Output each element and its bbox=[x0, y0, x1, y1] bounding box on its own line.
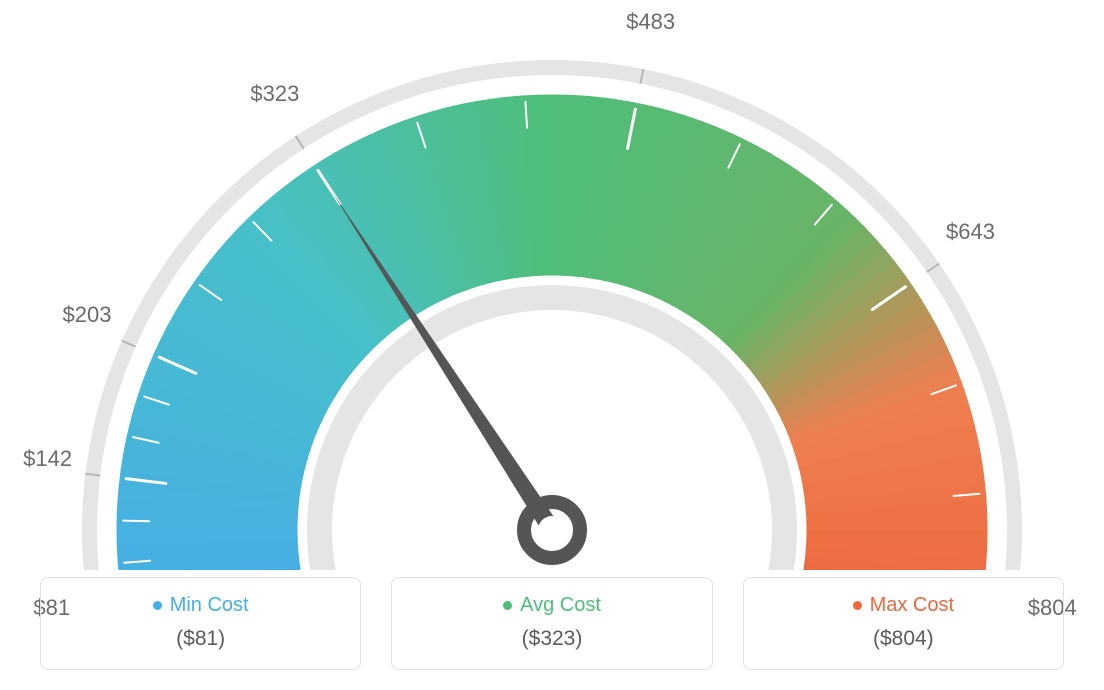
legend-dot-icon bbox=[153, 601, 162, 610]
legend-value: ($804) bbox=[764, 627, 1043, 651]
gauge-tick-label: $323 bbox=[250, 81, 299, 107]
legend-title: Avg Cost bbox=[412, 594, 691, 617]
gauge-svg bbox=[0, 10, 1104, 570]
legend-card: Avg Cost ($323) bbox=[391, 577, 712, 670]
gauge-tick-label: $643 bbox=[946, 219, 995, 245]
gauge-tick-label: $142 bbox=[23, 446, 72, 472]
legend-value: ($323) bbox=[412, 627, 691, 651]
legend-label: Avg Cost bbox=[520, 594, 601, 616]
legend-card: Max Cost ($804) bbox=[743, 577, 1064, 670]
gauge-chart: $81$142$203$323$483$643$804 bbox=[0, 0, 1104, 560]
legend-row: Min Cost ($81) Avg Cost ($323) Max Cost ($804… bbox=[40, 577, 1064, 670]
legend-card: Min Cost ($81) bbox=[40, 577, 361, 670]
legend-label: Min Cost bbox=[170, 594, 249, 616]
legend-title: Min Cost bbox=[61, 594, 340, 617]
gauge-tick-label: $483 bbox=[626, 9, 675, 35]
gauge-tick-label: $203 bbox=[63, 302, 112, 328]
legend-value: ($81) bbox=[61, 627, 340, 651]
legend-dot-icon bbox=[503, 601, 512, 610]
legend-label: Max Cost bbox=[870, 594, 954, 616]
legend-dot-icon bbox=[853, 601, 862, 610]
legend-title: Max Cost bbox=[764, 594, 1043, 617]
